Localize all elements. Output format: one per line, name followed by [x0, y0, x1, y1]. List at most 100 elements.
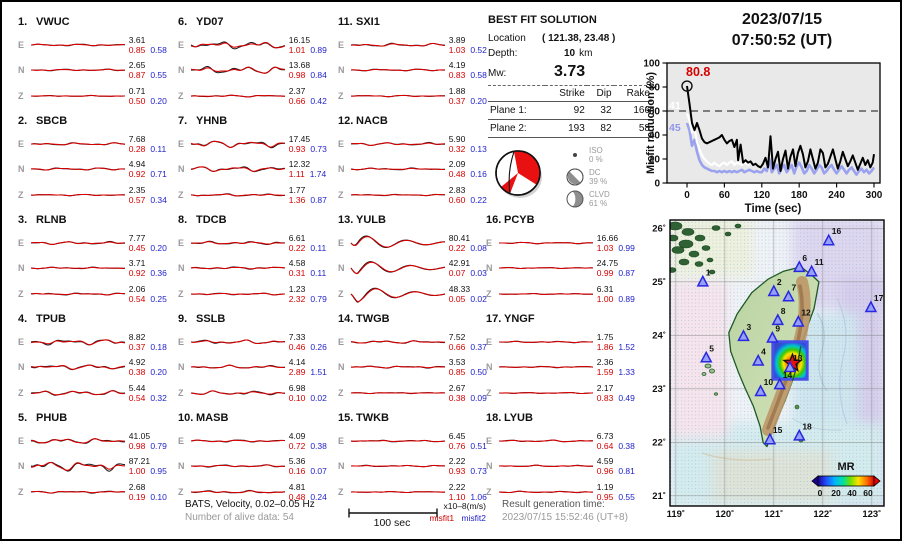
- channel-values: 2.22 1.10 1.06: [445, 482, 496, 502]
- map-lat-tick: 24˚: [652, 330, 666, 341]
- waveform-plot: [30, 364, 125, 371]
- channel-row: Z 6.98 0.10 0.02: [178, 380, 336, 406]
- misfit2-value: 0.16: [470, 169, 487, 180]
- waveform-plot: [30, 266, 125, 270]
- station-map: 1 2 3 4 5 6 7 8 9 10 11 12 13 14 15 16 17 18 MR 0 20 40 60 1…: [642, 218, 892, 527]
- channel-row: Z 4.81 0.48 0.24: [178, 479, 336, 505]
- waveform-plot: [350, 94, 445, 97]
- waveform-plot: [30, 437, 125, 444]
- waveform-plot: [350, 287, 445, 303]
- station-marker: [763, 432, 777, 445]
- channel-values: 16.15 1.01 0.89: [285, 35, 336, 55]
- x-tick-label: 180: [791, 190, 808, 201]
- x-tick-label: 60: [719, 190, 731, 201]
- channel-label: N: [486, 461, 493, 472]
- channel-label: N: [18, 263, 25, 274]
- misfit2-value: 1.52: [618, 341, 635, 352]
- amplitude-value: 1.77: [288, 184, 306, 195]
- misfit2-value: 0.55: [618, 491, 635, 502]
- misfit1-value: 0.31: [288, 268, 306, 279]
- decomposition-item-iso: ISO 0 %: [566, 144, 610, 166]
- channel-values: 2.17 0.83 0.49: [593, 383, 644, 403]
- channel-values: 7.52 0.66 0.37: [445, 332, 496, 352]
- station-header: 10. MASB: [178, 408, 336, 428]
- misfit2-value: 0.09: [470, 392, 487, 403]
- station-code: TPUB: [36, 313, 66, 325]
- station-number: 5.: [18, 412, 28, 424]
- channel-label: E: [178, 435, 185, 446]
- channel-row: E 17.45 0.93 0.73: [178, 131, 336, 157]
- misfit1-value: 0.38: [128, 367, 146, 378]
- channel-row: Z 0.71 0.50 0.20: [18, 83, 176, 109]
- channel-label: Z: [178, 486, 184, 497]
- channel-label: E: [338, 138, 345, 149]
- channel-label: N: [18, 65, 25, 76]
- amplitude-value: 2.22: [448, 456, 466, 467]
- channel-label: Z: [338, 189, 344, 200]
- station-marker: [805, 264, 818, 277]
- waveform-plot: [30, 490, 125, 494]
- channel-label: N: [338, 164, 345, 175]
- amplitude-value: 4.94: [128, 159, 146, 170]
- channel-values: 6.45 0.76 0.51: [445, 431, 496, 451]
- misfit2-value: 0.20: [150, 95, 167, 106]
- misfit1-value: 1.11: [288, 169, 305, 180]
- channel-values: 5.44 0.54 0.32: [125, 383, 176, 403]
- colorbar-tick-label: 20: [831, 488, 841, 498]
- amplitude-value: 0.71: [128, 85, 146, 96]
- waveform-plot: [350, 167, 445, 171]
- misfit2-value: 0.34: [150, 194, 167, 205]
- misfit2-value: 0.18: [150, 341, 167, 352]
- amplitude-value: 7.52: [448, 331, 466, 342]
- amplitude-value: 1.88: [448, 85, 466, 96]
- amplitude-value: 1.23: [288, 283, 306, 294]
- channel-row: N 13.68 0.98 0.84: [178, 58, 336, 84]
- misfit2-value: 0.81: [618, 466, 635, 477]
- waveform-plot: [498, 292, 593, 295]
- station-block: 3. RLNB E 7.77 0.45 0.20 N 3.71 0.92 0.36 Z 2.06 0.5…: [18, 210, 176, 309]
- channel-values: 1.23 2.32 0.79: [285, 284, 336, 304]
- amplitude-value: 6.73: [596, 430, 614, 441]
- station-block: 18. LYUB E 6.73 0.64 0.38 N 4.59 0.96 0.81 Z 1.19 0.…: [486, 408, 644, 507]
- misfit1-value: 0.05: [448, 293, 466, 304]
- channel-values: 7.77 0.45 0.20: [125, 233, 176, 253]
- misfit1-value: 0.87: [128, 70, 146, 81]
- channel-row: Z 2.67 0.38 0.09: [338, 380, 496, 406]
- station-header: 7. YHNB: [178, 111, 336, 131]
- waveform-plot: [190, 489, 285, 494]
- misfit2-value: 0.99: [618, 242, 635, 253]
- misfit1-value: 0.54: [128, 392, 146, 403]
- amplitude-value: 4.19: [448, 60, 466, 71]
- channel-row: N 4.14 2.89 1.51: [178, 355, 336, 381]
- clvd-icon: [566, 190, 584, 208]
- waveform-plot: [190, 266, 285, 270]
- misfit2-value: 0.50: [470, 367, 487, 378]
- channel-values: 2.65 0.87 0.55: [125, 60, 176, 80]
- mr-colorbar: MR 0 20 40 60: [811, 461, 881, 498]
- waveform-plot: [190, 240, 285, 245]
- channel-values: 4.94 0.92 0.71: [125, 159, 176, 179]
- col-rake: Rake: [613, 85, 652, 102]
- y-tick-label: 20: [649, 155, 661, 166]
- amplitude-value: 6.31: [596, 283, 614, 294]
- channel-values: 3.71 0.92 0.36: [125, 258, 176, 278]
- station-block: 14. TWGB E 7.52 0.66 0.37 N 3.53 0.85 0.50 Z 2.67 0.…: [338, 309, 496, 408]
- amplitude-value: 4.14: [288, 357, 306, 368]
- misfit1-value: 0.54: [128, 293, 146, 304]
- station-marker-label: 14: [783, 370, 793, 380]
- channel-values: 3.89 1.03 0.52: [445, 35, 496, 55]
- channel-row: Z 2.17 0.83 0.49: [486, 380, 644, 406]
- channel-label: N: [18, 164, 25, 175]
- station-code: PCYB: [504, 214, 535, 226]
- station-number: 12.: [338, 115, 354, 127]
- channel-values: 6.73 0.64 0.38: [593, 431, 644, 451]
- channel-values: 6.31 1.00 0.89: [593, 284, 644, 304]
- channel-values: 4.09 0.72 0.38: [285, 431, 336, 451]
- station-marker: [767, 284, 781, 297]
- channel-values: 2.22 0.93 0.73: [445, 456, 496, 476]
- station-block: 11. SXI1 E 3.89 1.03 0.52 N 4.19 0.83 0.58 Z 1.88 0.…: [338, 12, 496, 111]
- y-tick-label: 60: [649, 107, 661, 118]
- channel-values: 87.21 1.00 0.95: [125, 456, 176, 476]
- station-number: 9.: [178, 313, 188, 325]
- channel-row: Z 2.35 0.57 0.34: [18, 182, 176, 208]
